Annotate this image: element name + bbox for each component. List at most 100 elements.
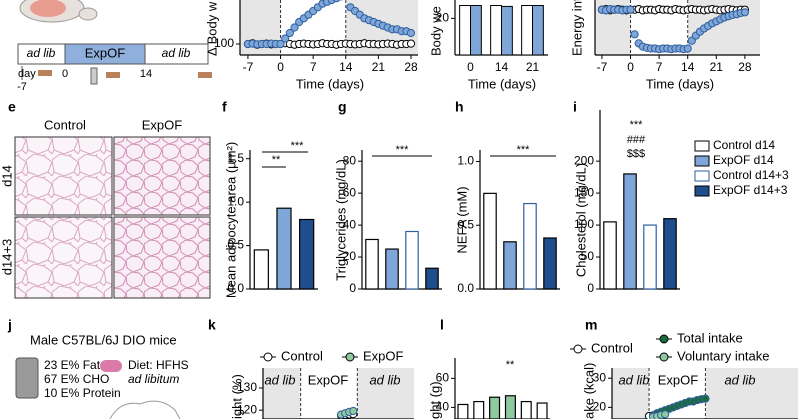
legend-swatch (694, 140, 710, 152)
y-tick-label: 40 (436, 400, 450, 414)
bar (643, 224, 657, 290)
legend-label: Control (281, 348, 323, 363)
x-tick-label: 7 (310, 60, 317, 74)
x-tick-label: 7 (656, 60, 663, 74)
y-tick-label: 0.0 (457, 281, 474, 295)
phase-label: ad lib (27, 46, 56, 60)
day-label: day (18, 68, 36, 80)
region-label: ExpOF (308, 372, 349, 387)
y-axis-label: ight (%) (229, 374, 244, 419)
y-tick-label: 150 (574, 185, 594, 199)
x-tick-label: 0 (627, 60, 634, 74)
phase-box (144, 43, 209, 65)
mouse-outline (109, 400, 181, 419)
significance-label: *** (291, 140, 305, 152)
data-point (349, 406, 358, 416)
y-tick-label: 20 (593, 400, 607, 414)
column-label: ExpOF (142, 117, 183, 132)
y-tick-label: 0.5 (227, 238, 244, 252)
x-tick-label: 21 (710, 60, 724, 74)
legend-marker (659, 352, 669, 362)
data-point (281, 34, 290, 43)
bar (520, 400, 532, 419)
timepoint-icon (38, 70, 52, 76)
legend-marker (659, 334, 669, 344)
bar (503, 241, 517, 290)
panel-label: h (455, 99, 464, 115)
bar (663, 218, 677, 290)
legend-marker (573, 344, 583, 354)
significance-label: $$$ (627, 148, 645, 160)
y-axis-label: Mean adipocyte area (µm²) (223, 142, 238, 298)
y-tick-label: 0 (587, 281, 594, 295)
y-tick-label: 50 (581, 249, 595, 263)
bar (536, 402, 548, 419)
ad-lib-shading (263, 368, 301, 419)
bar (483, 192, 497, 290)
day-value: -7 (17, 81, 27, 93)
x-tick-label: -7 (243, 60, 254, 74)
y-tick-label: 1.5 (227, 151, 244, 165)
y-tick-label: 80 (343, 153, 357, 167)
y-tick-label: 20 (343, 249, 357, 263)
bar (385, 248, 399, 290)
y-tick-label: 1.0 (227, 194, 244, 208)
legend-label: Total intake (677, 330, 743, 345)
diet-pellet-icon (100, 360, 122, 372)
y-tick-label: 120 (237, 402, 257, 416)
legend-swatch (694, 170, 710, 182)
phase-label: ad lib (162, 46, 191, 60)
x-axis-label: Time (days) (468, 76, 536, 91)
y-tick-label: 130 (237, 380, 257, 394)
diet-composition: 23 E% Fat (44, 358, 101, 372)
x-tick-label: 0 (277, 60, 284, 74)
data-point (701, 394, 710, 403)
timepoint-icon (198, 72, 212, 78)
panel-label: e (8, 99, 16, 115)
region-label: ExpOF (658, 372, 699, 387)
y-tick-label: 30 (593, 370, 607, 384)
day-value: 0 (62, 68, 68, 80)
region-label: ad lib (369, 372, 400, 387)
legend-marker (263, 352, 273, 362)
legend-label: Control d14 (713, 138, 775, 152)
y-tick-label: 100 (574, 217, 594, 231)
micrograph (113, 136, 211, 216)
data-point (285, 28, 294, 38)
y-tick-label: 0.5 (457, 217, 474, 231)
ad-lib-shading (357, 368, 414, 419)
ad-lib-shading (705, 368, 798, 419)
bar (623, 173, 637, 290)
bar (457, 403, 469, 419)
bar (489, 396, 501, 419)
bar (253, 249, 269, 290)
x-tick-label: 28 (404, 60, 418, 74)
legend-label: ExpOF (363, 348, 404, 363)
y-axis-label: Body we (428, 6, 443, 56)
legend-marker (345, 352, 355, 362)
mouse-illustration (19, 0, 98, 23)
y-axis-label: ake (kcal) (581, 363, 596, 419)
bar (276, 207, 292, 290)
x-tick-label: -7 (597, 60, 608, 74)
data-point (740, 8, 749, 17)
y-tick-label: 0 (349, 281, 356, 295)
y-axis-label: Energy inta (569, 0, 584, 56)
y-axis-label: Cholesterol (mg/dL) (573, 163, 588, 277)
y-axis-label: Triglycerides (mg/dL) (333, 159, 348, 281)
legend-label: ExpOF d14 (713, 153, 774, 167)
legend-swatch (694, 155, 710, 167)
data-point (630, 30, 639, 39)
micrograph (14, 216, 113, 299)
bar (504, 395, 516, 419)
diet-composition: 10 E% Protein (44, 386, 121, 400)
significance-label: ** (272, 154, 281, 166)
bar (405, 230, 419, 290)
significance-label: *** (630, 119, 644, 131)
column-label: Control (44, 117, 86, 132)
panel-label: k (208, 317, 216, 333)
bar (501, 5, 513, 56)
bar (521, 5, 534, 56)
data-point (683, 44, 692, 53)
micrograph (14, 136, 113, 216)
